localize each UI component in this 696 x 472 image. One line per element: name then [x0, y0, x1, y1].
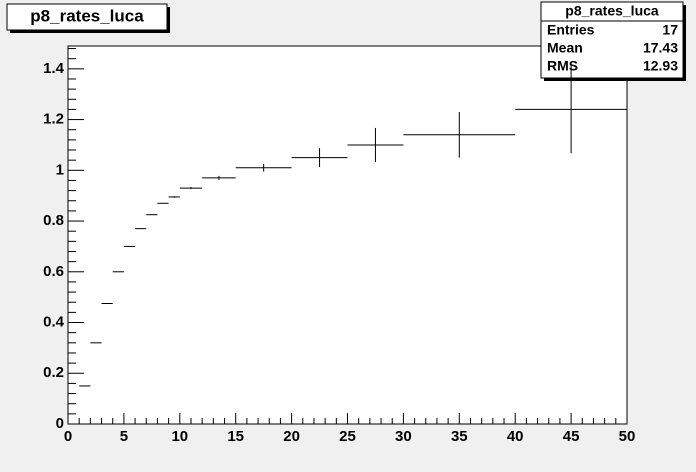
chart-title: p8_rates_luca [30, 6, 144, 25]
x-tick-label: 40 [507, 428, 524, 445]
y-tick-label: 0.4 [43, 313, 65, 330]
x-tick-label: 5 [120, 428, 128, 445]
stats-label: Mean [547, 40, 583, 56]
title-box [6, 3, 168, 31]
y-tick-label: 0 [56, 415, 64, 432]
x-tick-label: 30 [395, 428, 412, 445]
plot-frame [67, 45, 628, 425]
stats-box: p8_rates_luca Entries 17 Mean 17.43 RMS 12.93 [540, 1, 686, 81]
stats-value: 17 [662, 22, 678, 38]
y-tick-label: 1 [56, 161, 64, 178]
stats-value: 17.43 [643, 40, 678, 56]
x-tick-label: 10 [171, 428, 188, 445]
stats-title: p8_rates_luca [565, 3, 659, 19]
stats-value: 12.93 [643, 58, 678, 74]
y-tick-label: 0.6 [43, 263, 64, 280]
y-tick-label: 1.2 [43, 111, 64, 128]
x-tick-label: 50 [619, 428, 636, 445]
y-tick-label: 0.8 [43, 212, 64, 229]
stats-label: RMS [547, 58, 578, 74]
x-tick-label: 0 [64, 428, 72, 445]
x-tick-label: 15 [227, 428, 244, 445]
x-tick-label: 25 [339, 428, 356, 445]
stats-label: Entries [547, 22, 595, 38]
stats-frame [540, 1, 684, 79]
y-tick-label: 1.4 [43, 60, 65, 77]
x-tick-label: 20 [283, 428, 300, 445]
x-tick-label: 35 [451, 428, 468, 445]
y-tick-label: 0.2 [43, 364, 64, 381]
x-tick-label: 45 [563, 428, 580, 445]
